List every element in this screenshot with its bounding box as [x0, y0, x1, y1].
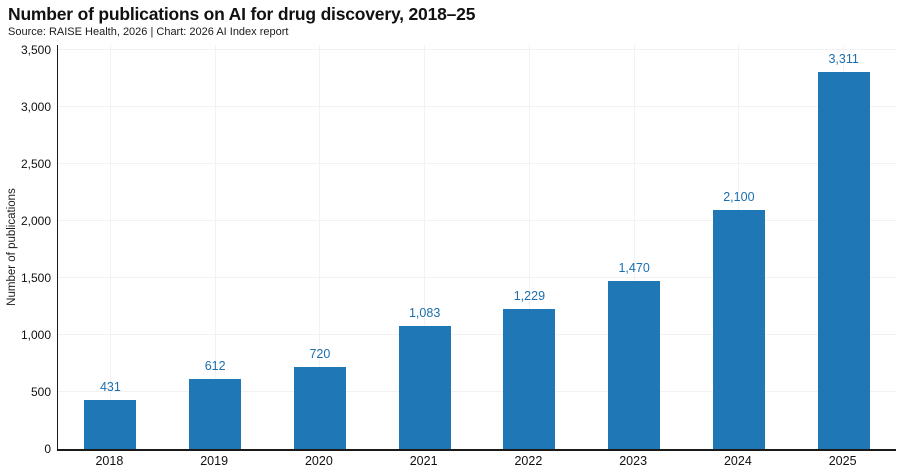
x-gridline — [214, 45, 216, 449]
bar-2018 — [84, 399, 137, 449]
bar-value-label: 612 — [204, 359, 226, 374]
x-tick-label: 2024 — [723, 454, 752, 468]
x-gridline — [633, 45, 635, 449]
x-axis-ticks: 2018 2019 2020 2021 2022 2023 2024 2025 — [57, 453, 895, 473]
y-tick-label: 2,500 — [20, 157, 51, 171]
y-gridline — [58, 391, 896, 392]
y-gridline — [58, 220, 896, 221]
y-gridline — [58, 106, 896, 107]
bar-2024 — [712, 209, 765, 449]
x-tick-label: 2019 — [200, 454, 229, 468]
y-tick-label: 1,000 — [20, 328, 51, 342]
bar-value-label: 1,083 — [408, 305, 441, 320]
bar-value-label: 1,229 — [513, 288, 546, 303]
x-tick-label: 2025 — [828, 454, 857, 468]
bar-value-label: 1,470 — [618, 261, 650, 276]
y-gridline — [58, 163, 896, 164]
bar-value-label: 720 — [309, 346, 331, 361]
x-gridline — [424, 45, 426, 449]
bar-2020 — [293, 366, 346, 449]
bar-value-label: 431 — [99, 379, 121, 394]
bar-value-label: 2,100 — [723, 189, 755, 204]
y-gridline — [58, 277, 896, 278]
chart-source: Source: RAISE Health, 2026 | Chart: 2026… — [8, 26, 289, 38]
y-gridline — [58, 334, 896, 335]
x-gridline — [109, 45, 111, 449]
y-tick-label: 3,000 — [20, 100, 51, 114]
y-tick-label: 1,500 — [20, 271, 51, 285]
y-tick-label: 0 — [44, 442, 51, 456]
x-tick-label: 2023 — [619, 454, 648, 468]
x-gridline — [528, 45, 530, 449]
bar-2023 — [608, 281, 661, 449]
y-axis-ticks: 0 500 1,000 1,500 2,000 2,500 3,000 3,500 — [0, 43, 51, 456]
bar-2022 — [503, 308, 556, 449]
bar-2021 — [398, 325, 451, 449]
plot-area: 431 612 720 1,083 1,229 1,470 2,100 3,311 — [57, 45, 896, 451]
x-tick-label: 2018 — [95, 454, 124, 468]
x-tick-label: 2021 — [409, 454, 438, 468]
x-tick-label: 2020 — [304, 454, 333, 468]
y-tick-label: 3,500 — [20, 43, 51, 57]
x-tick-label: 2022 — [514, 454, 543, 468]
x-gridline — [319, 45, 321, 449]
bar-value-label: 3,311 — [828, 51, 859, 66]
y-tick-label: 2,000 — [20, 214, 51, 228]
bar-2019 — [189, 379, 242, 449]
y-tick-label: 500 — [30, 385, 51, 399]
chart-title: Number of publications on AI for drug di… — [8, 4, 476, 24]
bar-2025 — [817, 71, 870, 449]
y-gridline — [58, 49, 896, 50]
